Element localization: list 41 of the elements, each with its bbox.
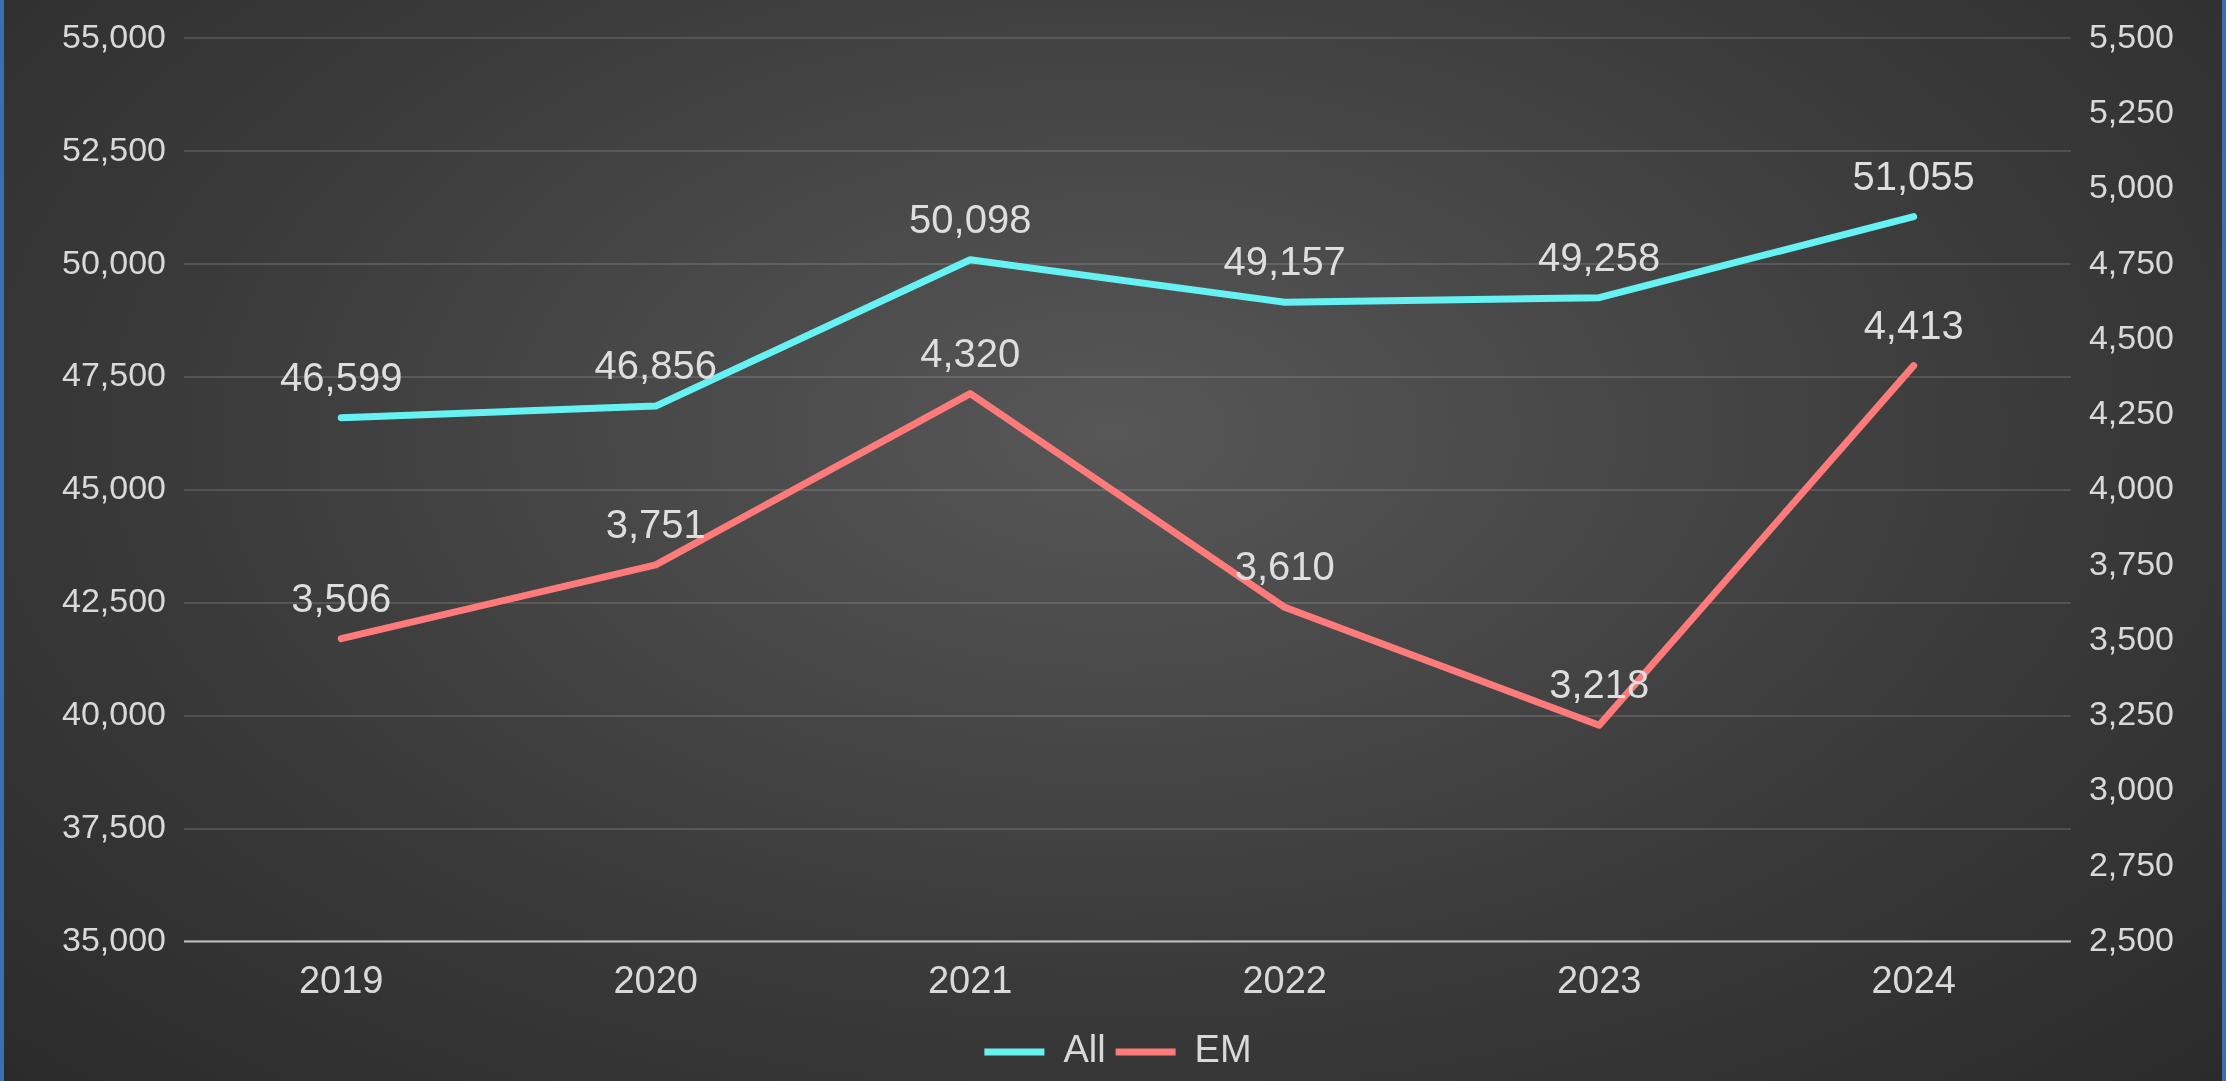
- data-label: 3,751: [605, 501, 706, 546]
- y2-tick-label: 3,500: [2088, 618, 2175, 657]
- y-tick-label: 37,500: [61, 806, 166, 845]
- y2-tick-label: 5,000: [2088, 167, 2175, 206]
- data-label: 49,157: [1223, 239, 1346, 284]
- y-tick-label: 55,000: [61, 16, 166, 55]
- y2-tick-label: 5,500: [2088, 16, 2175, 55]
- x-tick-label: 2021: [927, 958, 1013, 1001]
- data-label: 4,413: [1863, 302, 1964, 347]
- y-tick-label: 35,000: [61, 919, 166, 958]
- y2-tick-label: 5,250: [2088, 92, 2175, 131]
- y-tick-label: 45,000: [61, 468, 166, 507]
- x-tick-label: 2019: [298, 958, 384, 1001]
- data-label: 46,599: [280, 354, 403, 399]
- x-tick-label: 2020: [613, 958, 698, 1001]
- y2-tick-label: 2,750: [2088, 844, 2175, 883]
- data-label: 4,320: [920, 330, 1021, 375]
- y-tick-label: 52,500: [61, 129, 166, 168]
- data-label: 3,506: [291, 575, 392, 620]
- x-tick-label: 2022: [1242, 958, 1327, 1001]
- y2-tick-label: 3,750: [2088, 543, 2175, 582]
- y2-tick-label: 4,750: [2088, 242, 2175, 281]
- y2-tick-label: 4,500: [2088, 317, 2175, 356]
- x-tick-label: 2024: [1871, 958, 1956, 1001]
- data-label: 51,055: [1852, 153, 1975, 198]
- y-tick-label: 47,500: [61, 355, 166, 394]
- y2-tick-label: 4,000: [2088, 468, 2175, 507]
- legend-label: All: [1063, 1028, 1106, 1071]
- data-label: 46,856: [594, 343, 717, 388]
- y2-tick-label: 3,000: [2088, 769, 2175, 808]
- y2-tick-label: 3,250: [2088, 694, 2175, 733]
- x-tick-label: 2023: [1556, 958, 1642, 1001]
- data-label: 49,258: [1538, 234, 1661, 279]
- y2-tick-label: 2,500: [2088, 919, 2175, 958]
- y2-tick-label: 4,250: [2088, 393, 2175, 432]
- data-label: 3,610: [1234, 544, 1335, 589]
- y-tick-label: 50,000: [61, 242, 166, 281]
- y-tick-label: 42,500: [61, 581, 166, 620]
- data-label: 50,098: [909, 196, 1032, 241]
- y-tick-label: 40,000: [61, 694, 166, 733]
- legend-label: EM: [1194, 1028, 1252, 1071]
